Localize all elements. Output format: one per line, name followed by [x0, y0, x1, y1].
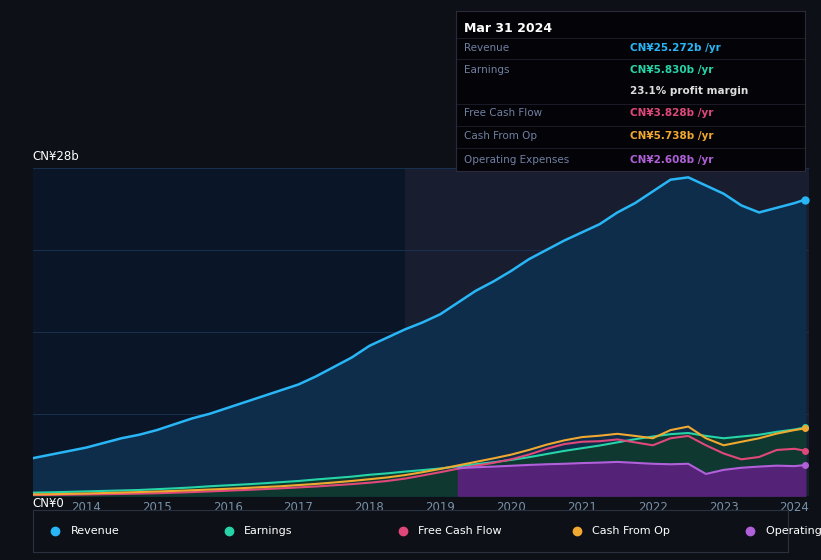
- Text: CN¥25.272b /yr: CN¥25.272b /yr: [631, 43, 721, 53]
- Text: 23.1% profit margin: 23.1% profit margin: [631, 86, 749, 96]
- Text: CN¥5.830b /yr: CN¥5.830b /yr: [631, 66, 713, 75]
- Text: Revenue: Revenue: [465, 43, 510, 53]
- Text: CN¥0: CN¥0: [33, 497, 65, 510]
- Text: Operating Expenses: Operating Expenses: [465, 155, 570, 165]
- Text: CN¥3.828b /yr: CN¥3.828b /yr: [631, 108, 713, 118]
- Text: Earnings: Earnings: [465, 66, 510, 75]
- Text: Revenue: Revenue: [71, 526, 119, 535]
- Bar: [405, 168, 816, 496]
- Text: CN¥5.738b /yr: CN¥5.738b /yr: [631, 130, 713, 141]
- Text: Mar 31 2024: Mar 31 2024: [465, 22, 553, 35]
- Text: Cash From Op: Cash From Op: [465, 130, 538, 141]
- Text: Cash From Op: Cash From Op: [592, 526, 670, 535]
- Text: CN¥2.608b /yr: CN¥2.608b /yr: [631, 155, 713, 165]
- Text: Free Cash Flow: Free Cash Flow: [465, 108, 543, 118]
- Text: Earnings: Earnings: [245, 526, 293, 535]
- Text: Operating Expenses: Operating Expenses: [765, 526, 821, 535]
- Text: CN¥28b: CN¥28b: [33, 150, 80, 163]
- Text: Free Cash Flow: Free Cash Flow: [418, 526, 502, 535]
